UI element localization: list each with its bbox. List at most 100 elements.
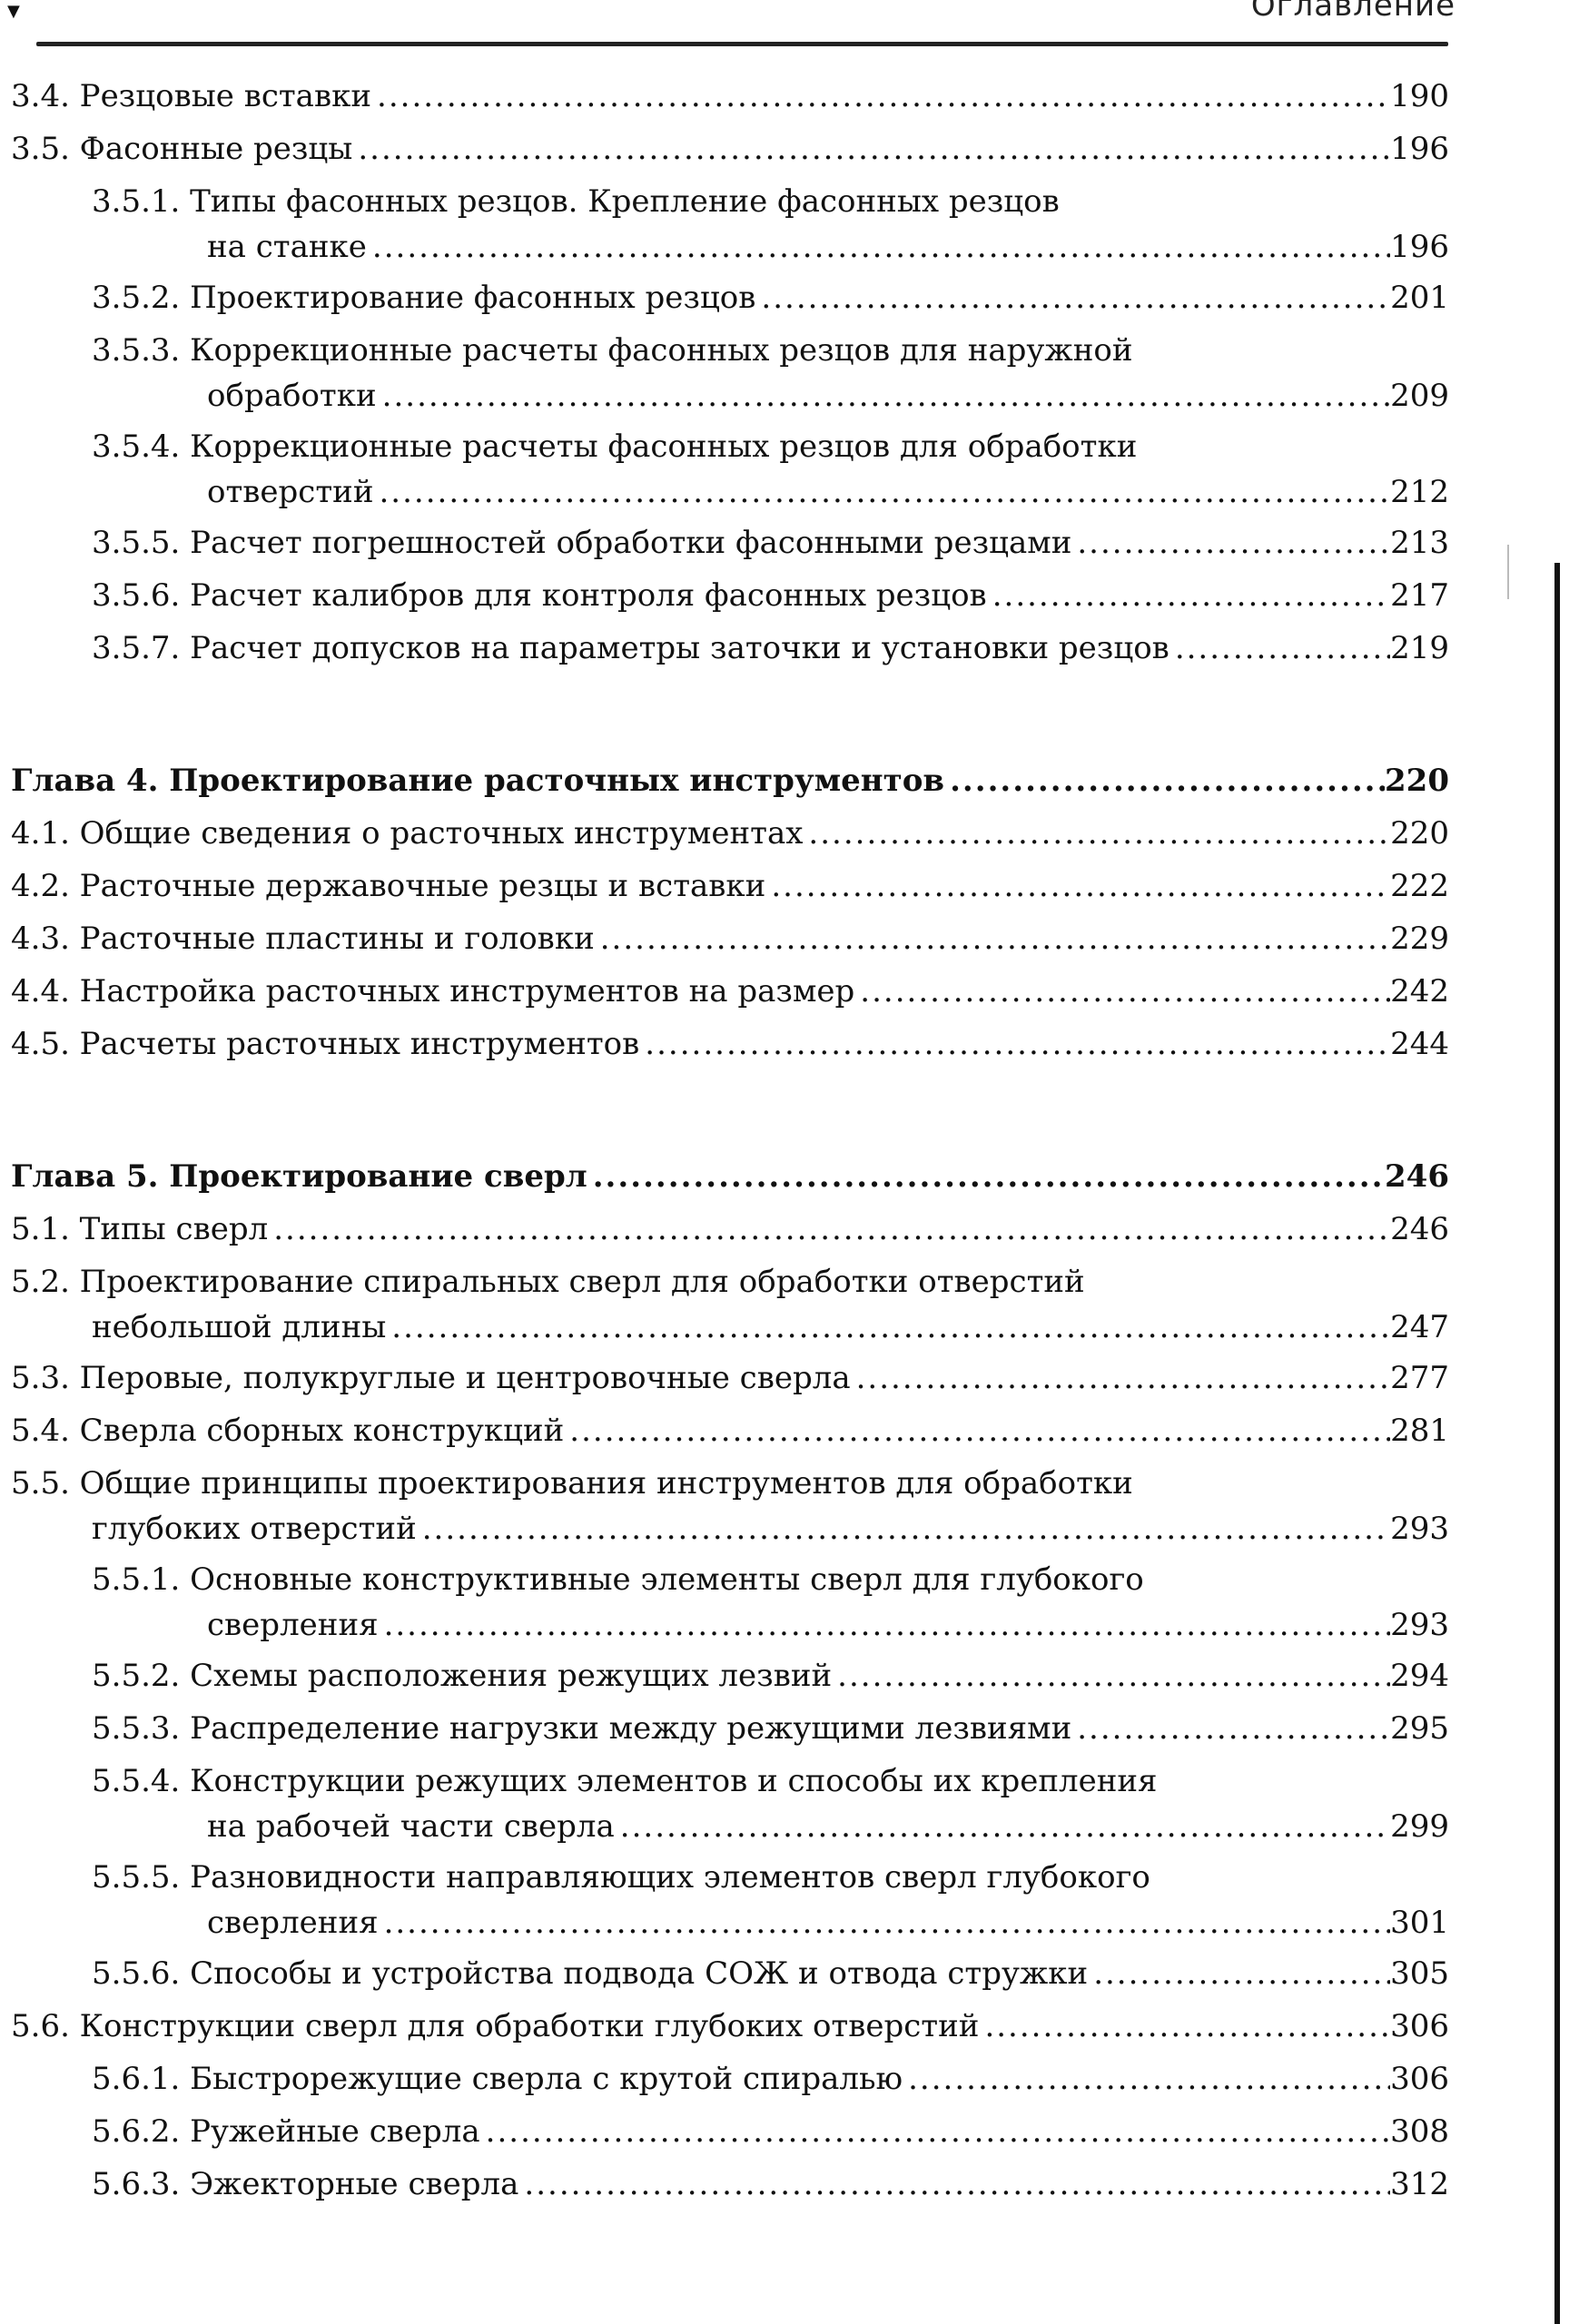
toc-title: 5.6.2. Ружейные сверла xyxy=(92,2113,480,2150)
toc-entry[interactable]: 3.5.6. Расчет калибров для контроля фасо… xyxy=(11,570,1449,621)
toc-title: 5.4. Сверла сборных конструкций xyxy=(11,1413,565,1449)
page-number: 213 xyxy=(1390,525,1449,561)
page-number: 222 xyxy=(1390,868,1449,904)
toc-entry[interactable]: 4.4. Настройка расточных инструментов на… xyxy=(11,966,1449,1017)
toc-entry[interactable]: 3.5. Фасонные резцы 196 xyxy=(11,123,1449,174)
toc-line: 5.3. Перовые, полукруглые и центровочные… xyxy=(11,1353,1449,1403)
toc-line: 5.1. Типы сверл 246 xyxy=(11,1204,1449,1255)
toc-line: 5.5.5. Разновидности направляющих элемен… xyxy=(11,1852,1449,1903)
page-number: 295 xyxy=(1390,1710,1449,1747)
toc-line: 4.3. Расточные пластины и головки 229 xyxy=(11,913,1449,964)
toc-entry[interactable]: 3.5.2. Проектирование фасонных резцов 201 xyxy=(11,272,1449,323)
toc-entry[interactable]: 5.5.4. Конструкции режущих элементов и с… xyxy=(11,1756,1449,1850)
toc-entry[interactable]: 3.4. Резцовые вставки 190 xyxy=(11,71,1449,122)
dot-leader xyxy=(367,223,1390,271)
toc-entry[interactable]: 3.5.1. Типы фасонных резцов. Крепление ф… xyxy=(11,176,1449,271)
toc-line: 5.5. Общие принципы проектирования инстр… xyxy=(11,1458,1449,1509)
toc-entry[interactable]: 5.2. Проектирование спиральных сверл для… xyxy=(11,1256,1449,1351)
toc-entry[interactable]: 5.3. Перовые, полукруглые и центровочные… xyxy=(11,1353,1449,1403)
toc-entry[interactable]: 4.2. Расточные державочные резцы и встав… xyxy=(11,861,1449,911)
dot-leader xyxy=(480,2106,1390,2157)
toc-entry[interactable]: 5.4. Сверла сборных конструкций 281 xyxy=(11,1405,1449,1456)
toc-entry[interactable]: 5.6. Конструкции сверл для обработки глу… xyxy=(11,2001,1449,2052)
dot-leader xyxy=(1169,623,1390,674)
toc-entry[interactable]: 5.5.2. Схемы расположения режущих лезвий… xyxy=(11,1650,1449,1701)
toc-line: 5.5.2. Схемы расположения режущих лезвий… xyxy=(11,1650,1449,1701)
toc-title: 4.5. Расчеты расточных инструментов xyxy=(11,1026,640,1062)
toc-line: 3.5.1. Типы фасонных резцов. Крепление ф… xyxy=(11,176,1449,227)
toc-entry[interactable]: 5.1. Типы сверл 246 xyxy=(11,1204,1449,1255)
toc-line: сверления 301 xyxy=(11,1899,1449,1946)
toc-title: Глава 5. Проектирование сверл xyxy=(11,1158,587,1195)
toc-title: 5.5.2. Схемы расположения режущих лезвий xyxy=(92,1658,833,1694)
toc-title: 5.3. Перовые, полукруглые и центровочные… xyxy=(11,1360,851,1396)
dot-leader xyxy=(755,272,1390,323)
page-number: 209 xyxy=(1390,378,1449,414)
dot-leader xyxy=(832,1650,1390,1701)
toc-entry[interactable]: 4.5. Расчеты расточных инструментов 244 xyxy=(11,1019,1449,1069)
page-number: 306 xyxy=(1390,2008,1449,2044)
toc-line: отверстий 212 xyxy=(11,468,1449,516)
toc-line: 5.5.1. Основные конструктивные элементы … xyxy=(11,1554,1449,1605)
dot-leader xyxy=(268,1204,1390,1255)
toc-line: 3.5.3. Коррекционные расчеты фасонных ре… xyxy=(11,325,1449,376)
toc-entry[interactable]: 4.1. Общие сведения о расточных инструме… xyxy=(11,808,1449,859)
toc-entry[interactable]: 4.3. Расточные пластины и головки 229 xyxy=(11,913,1449,964)
toc-title: обработки xyxy=(207,378,377,414)
toc-line: 3.5.7. Расчет допусков на параметры зато… xyxy=(11,623,1449,674)
dot-leader xyxy=(987,570,1390,621)
toc-entry[interactable]: 5.6.2. Ружейные сверла 308 xyxy=(11,2106,1449,2157)
dot-leader xyxy=(587,1151,1385,1202)
toc-title: сверления xyxy=(207,1607,379,1643)
toc-chapter-entry[interactable]: Глава 4. Проектирование расточных инстру… xyxy=(11,755,1449,806)
page-number: 212 xyxy=(1390,474,1449,510)
page-number: 246 xyxy=(1390,1211,1449,1247)
dot-leader xyxy=(1071,1703,1390,1754)
scan-edge xyxy=(1554,563,1560,2324)
toc-entry[interactable]: 5.5.3. Распределение нагрузки между режу… xyxy=(11,1703,1449,1754)
toc-title: 3.5.3. Коррекционные расчеты фасонных ре… xyxy=(92,332,1133,369)
toc-title: 3.5.7. Расчет допусков на параметры зато… xyxy=(92,630,1169,666)
dot-leader xyxy=(1088,1948,1390,1999)
toc-title: 3.4. Резцовые вставки xyxy=(11,78,372,114)
toc-title: небольшой длины xyxy=(92,1309,387,1345)
toc-entry[interactable]: 5.5. Общие принципы проектирования инстр… xyxy=(11,1458,1449,1552)
dot-leader xyxy=(518,2159,1390,2210)
toc-entry[interactable]: 5.5.5. Разновидности направляющих элемен… xyxy=(11,1852,1449,1946)
page-number: 293 xyxy=(1390,1511,1449,1547)
toc-title: на станке xyxy=(207,229,367,265)
toc-entry[interactable]: 5.5.6. Способы и устройства подвода СОЖ … xyxy=(11,1948,1449,1999)
toc-entry[interactable]: 3.5.3. Коррекционные расчеты фасонных ре… xyxy=(11,325,1449,419)
dot-leader xyxy=(1071,517,1390,568)
toc-entry[interactable]: 3.5.4. Коррекционные расчеты фасонных ре… xyxy=(11,421,1449,516)
toc-title: 4.2. Расточные державочные резцы и встав… xyxy=(11,868,766,904)
page-number: 247 xyxy=(1390,1309,1449,1345)
toc-entry[interactable]: 5.5.1. Основные конструктивные элементы … xyxy=(11,1554,1449,1649)
toc-title: 5.5.5. Разновидности направляющих элемен… xyxy=(92,1859,1150,1896)
page-number: 244 xyxy=(1390,1026,1449,1062)
toc-line: 3.5.2. Проектирование фасонных резцов 201 xyxy=(11,272,1449,323)
toc-entry[interactable]: 5.6.1. Быстрорежущие сверла с крутой спи… xyxy=(11,2053,1449,2104)
dot-leader xyxy=(765,861,1390,911)
toc-line: 5.6.1. Быстрорежущие сверла с крутой спи… xyxy=(11,2053,1449,2104)
page-number: 308 xyxy=(1390,2113,1449,2150)
toc-title: 5.2. Проектирование спиральных сверл для… xyxy=(11,1264,1085,1300)
dot-leader xyxy=(386,1304,1390,1351)
toc-title: 5.6. Конструкции сверл для обработки глу… xyxy=(11,2008,980,2044)
toc-entry[interactable]: 3.5.7. Расчет допусков на параметры зато… xyxy=(11,623,1449,674)
page-number: 190 xyxy=(1390,78,1449,114)
table-of-contents: 3.4. Резцовые вставки 190 3.5. Фасонные ре… xyxy=(11,71,1449,2211)
toc-title: 3.5.5. Расчет погрешностей обработки фас… xyxy=(92,525,1072,561)
page-number: 219 xyxy=(1390,630,1449,666)
toc-entry[interactable]: 3.5.5. Расчет погрешностей обработки фас… xyxy=(11,517,1449,568)
toc-line: на станке 196 xyxy=(11,223,1449,271)
dot-leader xyxy=(639,1019,1390,1069)
toc-line: обработки 209 xyxy=(11,372,1449,419)
toc-chapter-entry[interactable]: Глава 5. Проектирование сверл 246 xyxy=(11,1151,1449,1202)
page-number: 229 xyxy=(1390,921,1449,957)
toc-entry[interactable]: 5.6.3. Эжекторные сверла 312 xyxy=(11,2159,1449,2210)
toc-title: 5.5.1. Основные конструктивные элементы … xyxy=(92,1561,1144,1598)
page-number: 293 xyxy=(1390,1607,1449,1643)
toc-line: 5.2. Проектирование спиральных сверл для… xyxy=(11,1256,1449,1307)
dot-leader xyxy=(379,1899,1391,1946)
